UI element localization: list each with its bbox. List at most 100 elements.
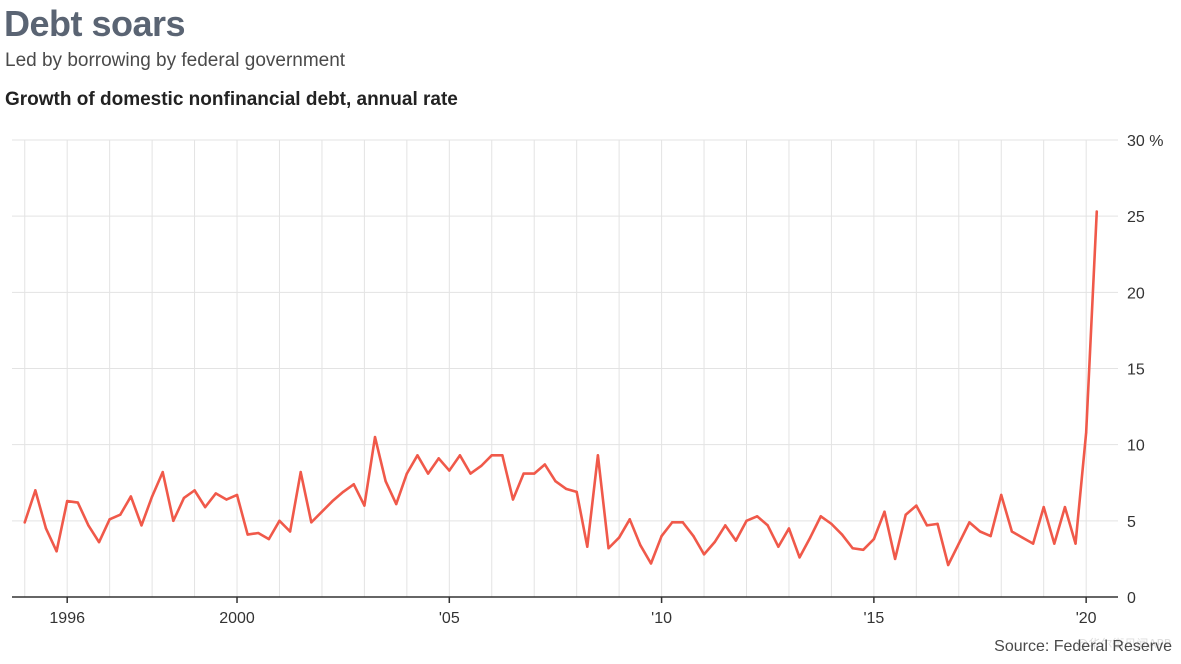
data-point [341,490,345,494]
axes [12,596,1118,603]
data-point [416,454,419,457]
x-tick-label: '10 [651,610,672,627]
data-point [395,502,398,506]
data-point [745,519,748,523]
data-point [501,454,504,457]
data-point [798,556,801,559]
data-point [639,544,642,547]
data-point [44,527,48,530]
data-point [989,534,992,538]
data-point [1010,530,1014,533]
data-point [649,562,653,565]
data-point [310,521,313,524]
data-point [352,483,355,486]
data-point [893,557,897,561]
data-point [278,519,281,523]
data-point [235,493,239,497]
y-tick-label: 0 [1127,590,1136,607]
data-point [426,472,430,475]
data-point [1074,542,1077,545]
x-tick-label: 2000 [219,610,255,627]
data-point [437,457,440,460]
data-point [777,545,780,548]
series-line [23,210,1099,567]
data-point [1084,431,1088,434]
data-point [65,499,69,503]
data-point [129,495,133,498]
data-point [596,454,600,457]
data-point [787,527,791,530]
y-tick-label: 15 [1127,362,1145,379]
data-point [819,515,823,518]
data-point [564,487,568,491]
data-point [76,501,80,504]
series-layer [23,210,1099,567]
watermark-text: @华尔街见闻APP [1076,637,1171,651]
data-point [384,480,387,483]
data-point [479,464,483,468]
data-point [1031,542,1035,545]
data-point [936,522,939,526]
data-point [469,472,472,475]
y-tick-label: 10 [1127,438,1145,455]
data-point [34,489,37,492]
data-point [320,510,324,513]
y-tick-label: 20 [1127,285,1145,302]
data-point [533,472,536,475]
data-point [458,454,462,457]
data-point [862,548,865,551]
data-point [511,498,515,501]
data-point [1000,493,1003,497]
data-point [575,490,578,494]
chart-heading: Growth of domestic nonfinancial debt, an… [5,89,458,110]
data-point [883,510,886,513]
data-point [734,539,738,542]
data-point [363,504,366,507]
data-point [617,536,621,539]
data-point [108,518,111,521]
data-point [660,534,663,538]
data-point [288,530,292,533]
data-point [957,542,960,545]
data-point [214,492,217,495]
y-tick-label: 30 % [1127,133,1163,150]
x-tick-label: '15 [863,610,884,627]
data-point [915,504,918,507]
x-tick-label: '20 [1076,610,1097,627]
data-point [1053,542,1056,545]
data-point [23,521,26,524]
data-point [331,499,334,503]
data-point [755,515,759,518]
data-point [925,524,929,527]
data-point [140,524,143,527]
data-point [257,531,260,535]
data-point [692,534,695,538]
data-point [448,469,451,472]
data-point [713,540,716,544]
data-point [522,472,525,475]
data-point [97,540,101,544]
data-point [246,533,249,536]
data-point [299,470,302,474]
x-tick-label: 1996 [49,610,85,627]
data-point [904,513,907,516]
chart-subtitle: Led by borrowing by federal government [5,50,346,71]
data-point [851,547,854,550]
x-tick-label: '05 [439,610,460,627]
data-point [1095,210,1098,213]
data-point [681,521,685,524]
data-point [554,480,557,483]
source-note: Source: Federal Reserve [994,638,1172,655]
data-point [702,553,706,556]
data-point [373,435,377,439]
horizontal-gridlines [12,139,1118,522]
data-point [161,470,164,474]
chart-title: Debt soars [4,3,186,44]
data-point [225,498,228,501]
data-point [628,518,631,521]
y-tick-label: 5 [1127,514,1136,531]
data-point [607,547,610,550]
data-point [946,563,950,567]
data-point [766,524,769,527]
